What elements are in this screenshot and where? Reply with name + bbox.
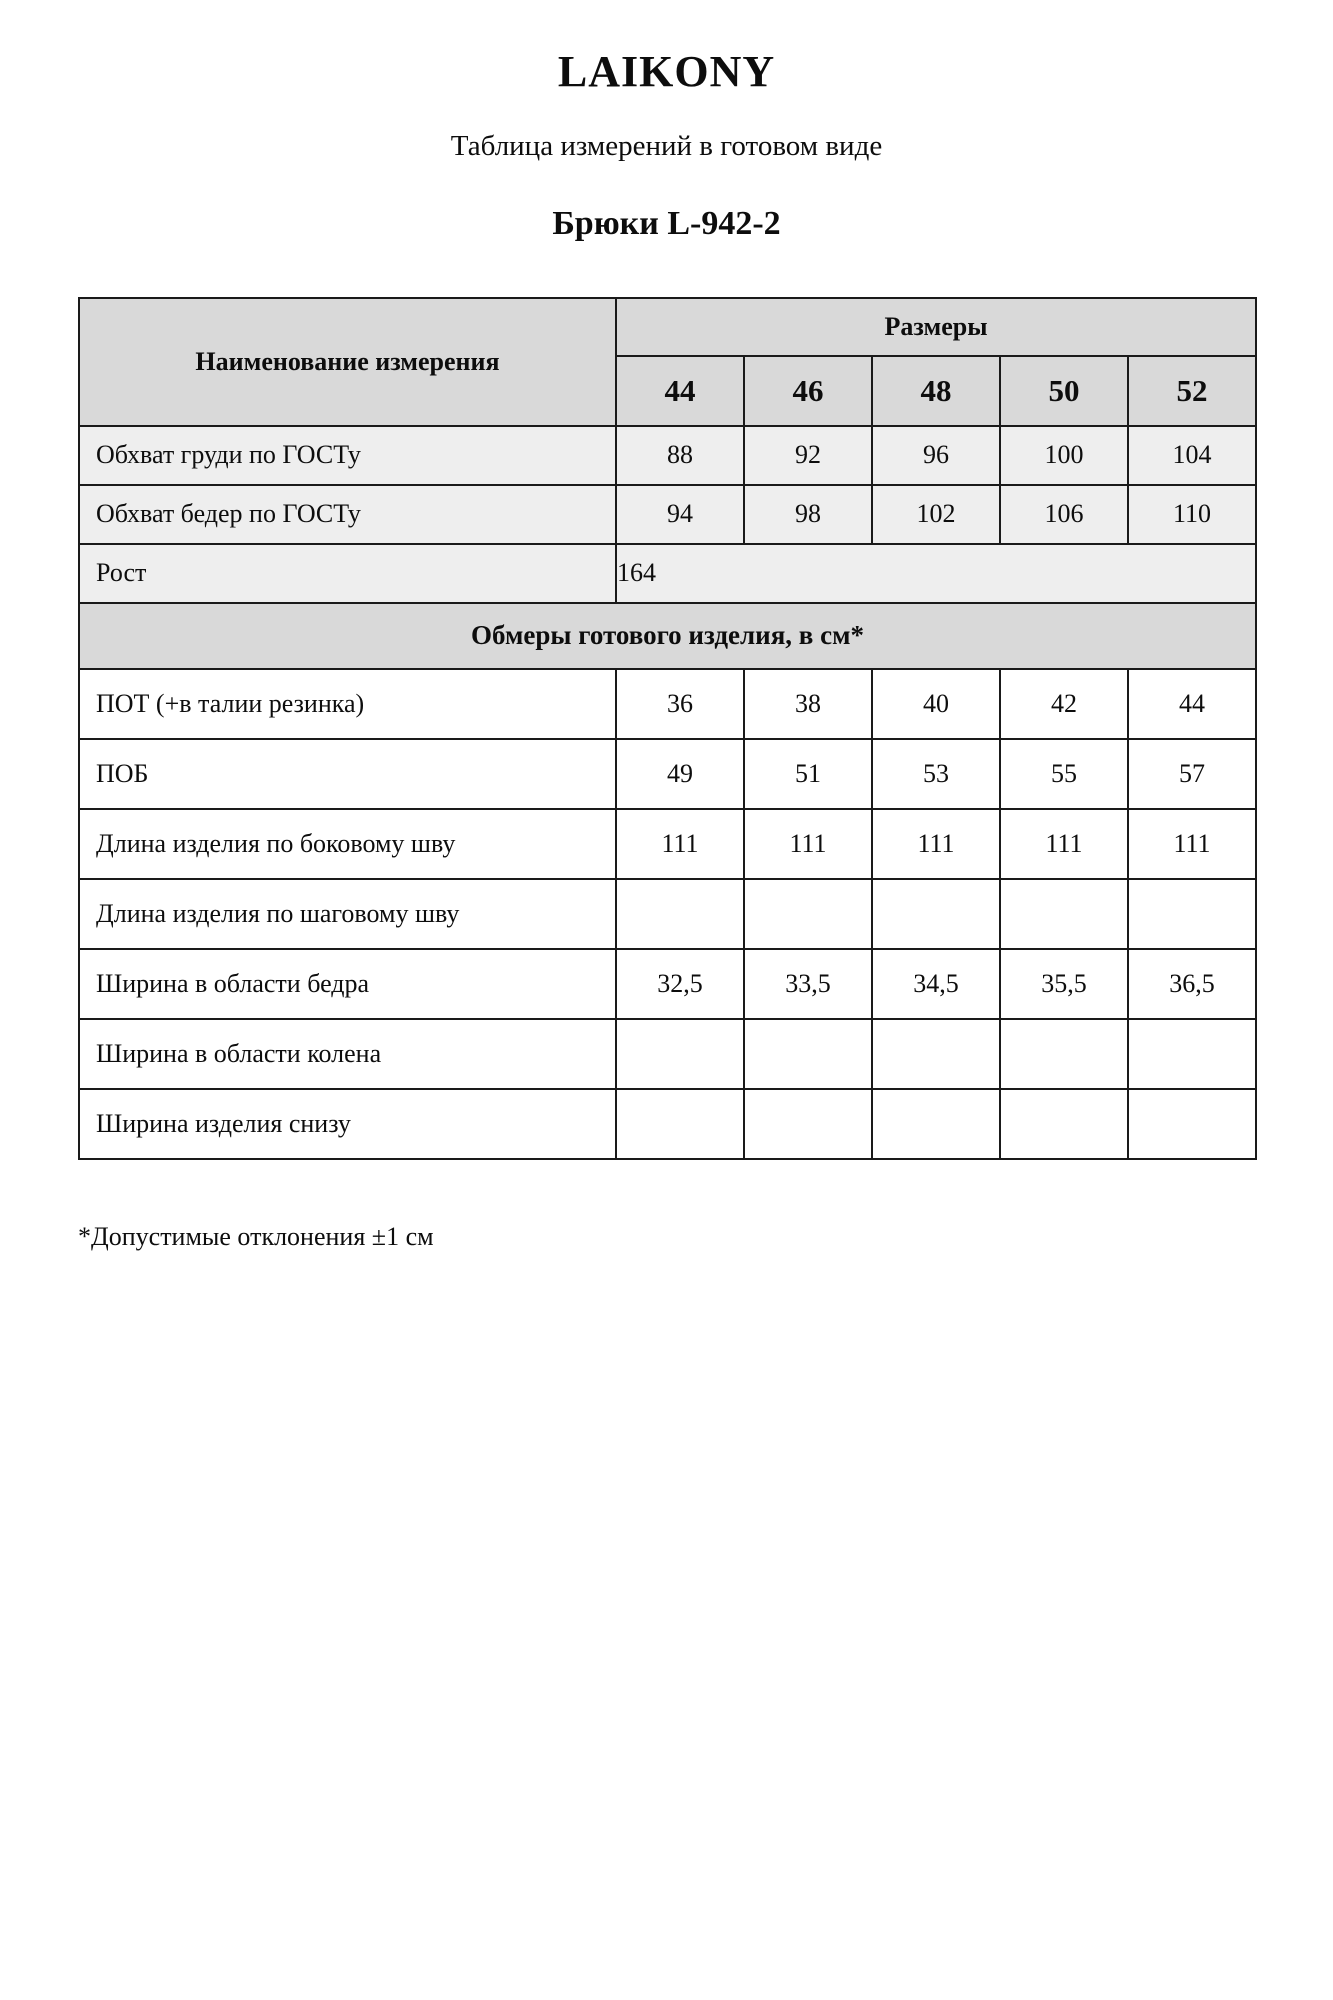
row-value: 94 xyxy=(615,483,745,545)
row-value: 51 xyxy=(743,737,873,810)
row-value xyxy=(743,877,873,950)
row-value: 111 xyxy=(871,807,1001,880)
table-row-hem-width: Ширина изделия снизу xyxy=(78,1087,1258,1160)
row-value: 36 xyxy=(615,667,745,740)
row-value: 34,5 xyxy=(871,947,1001,1020)
row-value: 88 xyxy=(615,424,745,486)
row-value: 44 xyxy=(1126,667,1258,740)
table-row-knee-width: Ширина в области колена xyxy=(78,1017,1258,1090)
row-value xyxy=(871,1087,1001,1160)
row-value xyxy=(871,1017,1001,1090)
row-value: 36,5 xyxy=(1126,947,1258,1020)
row-value: 55 xyxy=(999,737,1129,810)
tolerance-footnote: *Допустимые отклонения ±1 см xyxy=(78,1221,434,1251)
row-value: 96 xyxy=(871,424,1001,486)
row-value xyxy=(615,1017,745,1090)
row-value: 35,5 xyxy=(999,947,1129,1020)
column-header-sizes-group: Размеры xyxy=(614,296,1258,357)
row-label: ПОТ (+в талии резинка) xyxy=(78,667,617,740)
row-value: 102 xyxy=(871,483,1001,545)
measurements-table: Наименование измерения Размеры 44 46 48 … xyxy=(77,296,1258,1160)
row-label: Длина изделия по шаговому шву xyxy=(78,877,617,950)
table-row-section-banner: Обмеры готового изделия, в см* xyxy=(77,601,1258,670)
column-header-size-50: 50 xyxy=(999,354,1129,427)
row-value xyxy=(1126,1017,1258,1090)
row-value xyxy=(999,1017,1129,1090)
row-value xyxy=(615,1087,745,1160)
row-value: 42 xyxy=(999,667,1129,740)
row-value xyxy=(743,1087,873,1160)
row-value-height: 164 xyxy=(614,542,1258,604)
column-header-size-46: 46 xyxy=(743,354,873,427)
table-row-height: Рост 164 xyxy=(78,542,1258,604)
header-row-group: Наименование измерения Размеры xyxy=(78,296,1258,427)
row-label: ПОБ xyxy=(78,737,617,810)
row-label: Ширина в области колена xyxy=(78,1017,617,1090)
row-value xyxy=(999,877,1129,950)
row-value: 92 xyxy=(743,424,873,486)
row-value: 111 xyxy=(743,807,873,880)
row-label: Обхват бедер по ГОСТу xyxy=(78,483,617,545)
row-label: Обхват груди по ГОСТу xyxy=(78,424,617,486)
table-row-chest-gost: Обхват груди по ГОСТу 88 92 96 100 104 xyxy=(78,424,1258,486)
row-value: 100 xyxy=(999,424,1129,486)
row-label: Ширина изделия снизу xyxy=(78,1087,617,1160)
column-header-size-48: 48 xyxy=(871,354,1001,427)
brand-title: LAIKONY xyxy=(557,47,776,96)
row-value: 32,5 xyxy=(615,947,745,1020)
row-label: Длина изделия по боковому шву xyxy=(78,807,617,880)
table-row-hip-half: ПОБ 49 51 53 55 57 xyxy=(78,737,1258,810)
table-row-side-seam-length: Длина изделия по боковому шву 111 111 11… xyxy=(78,807,1258,880)
row-value: 104 xyxy=(1126,424,1258,486)
document-subtitle: Таблица измерений в готовом виде xyxy=(450,130,883,163)
row-value: 33,5 xyxy=(743,947,873,1020)
row-label: Рост xyxy=(78,542,617,604)
row-value: 38 xyxy=(743,667,873,740)
row-value: 49 xyxy=(615,737,745,810)
row-value: 111 xyxy=(615,807,745,880)
table-row-hips-gost: Обхват бедер по ГОСТу 94 98 102 106 110 xyxy=(78,483,1258,545)
row-value: 110 xyxy=(1126,483,1258,545)
row-value xyxy=(1126,1087,1258,1160)
row-value: 57 xyxy=(1126,737,1258,810)
row-value: 111 xyxy=(999,807,1129,880)
column-header-size-52: 52 xyxy=(1126,354,1258,427)
header-row-sizes: 44 46 48 50 52 xyxy=(79,354,1258,427)
row-value xyxy=(743,1017,873,1090)
table-row-inseam-length: Длина изделия по шаговому шву xyxy=(78,877,1258,950)
column-header-measurement-name: Наименование измерения xyxy=(78,296,617,427)
row-value xyxy=(871,877,1001,950)
column-header-size-44: 44 xyxy=(615,354,745,427)
table-row-waist: ПОТ (+в талии резинка) 36 38 40 42 44 xyxy=(78,667,1258,740)
row-value: 53 xyxy=(871,737,1001,810)
row-value xyxy=(615,877,745,950)
row-value xyxy=(1126,877,1258,950)
row-value: 111 xyxy=(1126,807,1258,880)
product-title: Брюки L-942-2 xyxy=(552,205,781,243)
table-body: Обхват груди по ГОСТу 88 92 96 100 104 О… xyxy=(77,424,1258,1160)
row-value xyxy=(999,1087,1129,1160)
section-banner-label: Обмеры готового изделия, в см* xyxy=(77,601,1258,670)
table-head: Наименование измерения Размеры 44 46 48 … xyxy=(78,296,1258,427)
row-label: Ширина в области бедра xyxy=(78,947,617,1020)
row-value: 106 xyxy=(999,483,1129,545)
table-row-thigh-width: Ширина в области бедра 32,5 33,5 34,5 35… xyxy=(78,947,1258,1020)
row-value: 98 xyxy=(743,483,873,545)
row-value: 40 xyxy=(871,667,1001,740)
